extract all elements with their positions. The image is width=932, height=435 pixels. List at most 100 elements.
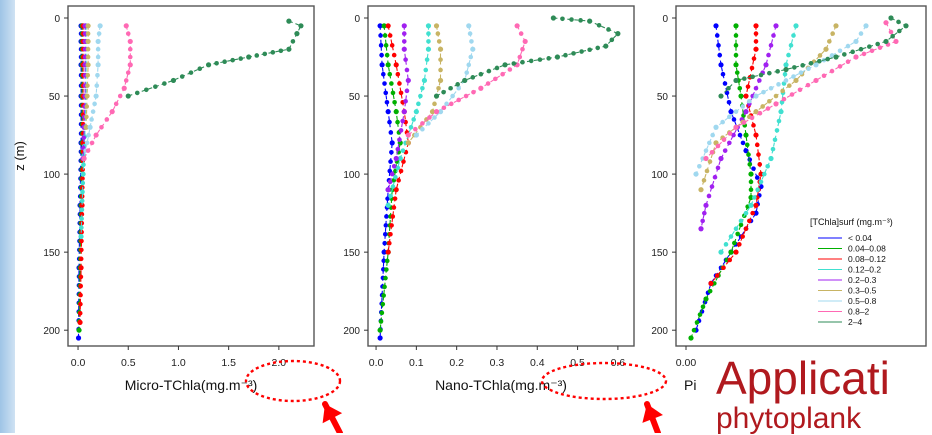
data-point xyxy=(751,56,757,61)
data-point xyxy=(85,148,91,153)
data-point xyxy=(433,109,440,115)
data-point xyxy=(743,109,749,115)
data-point xyxy=(740,104,745,109)
data-point xyxy=(387,33,393,38)
data-point xyxy=(707,140,712,146)
data-point xyxy=(768,43,774,48)
legend-label: 0.12–0.2 xyxy=(848,265,881,275)
data-point xyxy=(162,81,167,86)
data-point xyxy=(222,59,227,65)
legend-title: [TChla]surf (mg.m⁻³) xyxy=(810,217,893,227)
data-point xyxy=(514,23,520,29)
data-point xyxy=(708,280,714,286)
data-point xyxy=(837,64,843,69)
data-point xyxy=(401,109,407,115)
data-point xyxy=(401,159,406,164)
data-point xyxy=(426,121,431,126)
legend-label: 0.3–0.5 xyxy=(848,286,877,296)
data-point xyxy=(170,77,177,84)
data-point xyxy=(722,148,728,153)
data-point xyxy=(76,327,82,333)
y-tick-label: 0 xyxy=(54,14,60,25)
data-point xyxy=(703,148,709,153)
data-point xyxy=(745,84,751,89)
data-point xyxy=(286,18,292,24)
data-point xyxy=(747,162,753,167)
data-point xyxy=(286,46,292,52)
data-point xyxy=(733,33,739,38)
y-tick-label: 150 xyxy=(43,248,60,259)
data-point xyxy=(125,93,131,99)
series-line xyxy=(407,25,526,136)
data-point xyxy=(96,31,102,36)
x-tick-label: 1.5 xyxy=(221,357,236,369)
data-point xyxy=(470,46,476,52)
data-point xyxy=(606,27,611,32)
data-point xyxy=(383,275,388,281)
data-point xyxy=(379,62,385,68)
data-point xyxy=(393,155,399,162)
data-point xyxy=(793,23,799,29)
data-point xyxy=(748,194,754,201)
data-point xyxy=(254,53,260,58)
data-point xyxy=(697,312,703,317)
data-point xyxy=(742,76,747,81)
data-point xyxy=(756,152,761,157)
data-point xyxy=(753,39,759,44)
arrow-head xyxy=(322,404,343,424)
data-point xyxy=(877,45,883,50)
series-line xyxy=(82,25,86,159)
data-point xyxy=(127,46,133,52)
data-point xyxy=(720,119,725,125)
data-point xyxy=(579,49,584,54)
legend-label: < 0.04 xyxy=(848,233,872,243)
data-point xyxy=(698,187,704,193)
data-point xyxy=(783,62,789,68)
data-point xyxy=(378,319,384,324)
data-point xyxy=(397,137,402,143)
data-point xyxy=(702,210,707,216)
data-point xyxy=(436,85,441,91)
y-tick-label: 200 xyxy=(651,326,668,337)
x-tick-label: 2.0 xyxy=(272,357,287,369)
data-point xyxy=(437,46,444,52)
data-point xyxy=(609,37,615,43)
data-point xyxy=(691,327,697,333)
data-point xyxy=(823,46,829,52)
data-point xyxy=(382,33,388,38)
data-point xyxy=(783,78,789,83)
data-point xyxy=(438,57,443,62)
highlight-ellipse-micro xyxy=(244,359,342,403)
data-point xyxy=(80,167,85,172)
data-point xyxy=(727,114,732,120)
data-point xyxy=(767,70,772,76)
data-point xyxy=(827,39,832,44)
data-point xyxy=(104,117,110,122)
data-point xyxy=(791,33,796,38)
data-point xyxy=(85,38,91,45)
data-point xyxy=(731,117,737,122)
data-point xyxy=(381,293,386,298)
data-point xyxy=(385,62,391,68)
data-point xyxy=(153,84,158,89)
data-point xyxy=(738,93,744,99)
data-point xyxy=(853,38,859,45)
data-point xyxy=(179,74,185,79)
data-point xyxy=(727,140,732,146)
data-point xyxy=(80,171,86,177)
data-point xyxy=(773,93,779,99)
data-point xyxy=(381,23,387,29)
data-point xyxy=(733,124,739,130)
data-point xyxy=(753,132,759,138)
series-line xyxy=(387,25,409,190)
data-point xyxy=(382,284,387,290)
data-point xyxy=(387,240,392,246)
data-point xyxy=(85,46,91,52)
data-point xyxy=(381,258,387,264)
data-point xyxy=(740,140,746,146)
y-tick-label: 100 xyxy=(43,170,60,181)
data-point xyxy=(392,196,398,201)
data-point xyxy=(727,257,733,263)
data-point xyxy=(761,89,766,95)
